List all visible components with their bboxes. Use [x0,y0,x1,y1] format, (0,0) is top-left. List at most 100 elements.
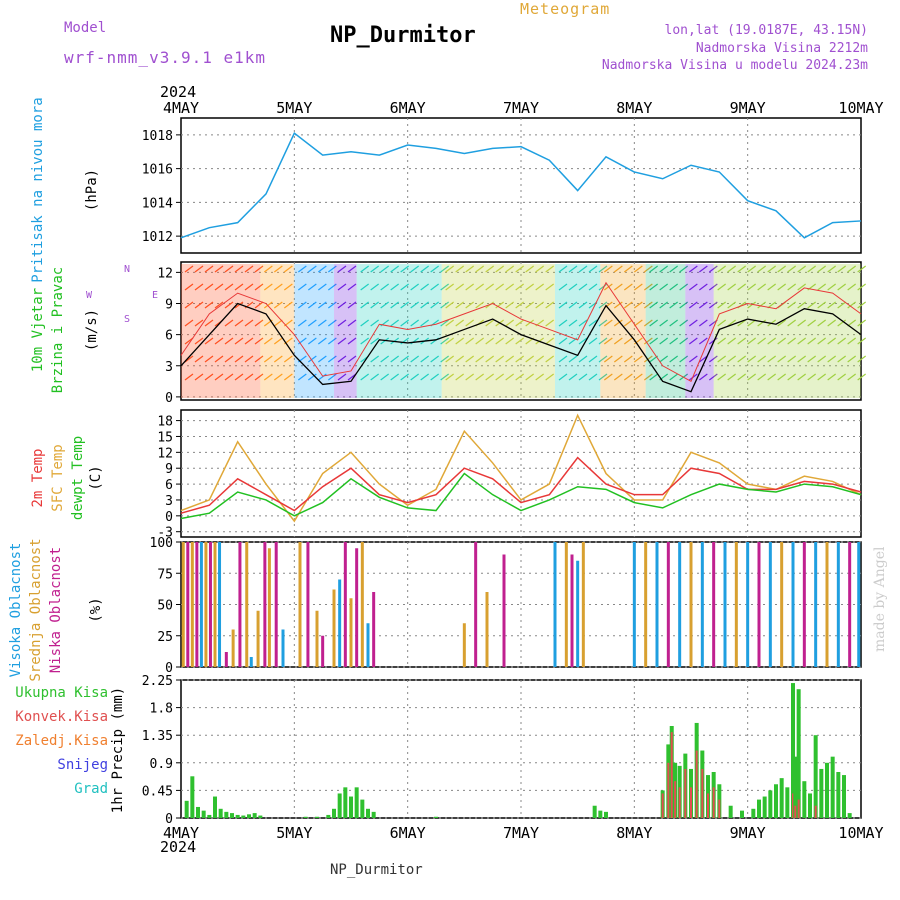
wind-barb [307,355,317,363]
wind-barb [263,373,273,381]
wind-barb [347,337,357,345]
y-tick-label: 18 [157,415,173,430]
wind-barb [283,355,293,363]
wind-barb [525,355,535,363]
wind-barb [817,283,827,291]
wind-barb [717,301,727,309]
wind-barb [688,337,698,345]
wind-barb [475,337,485,345]
cloud-bar [281,629,285,667]
wind-barb [297,319,307,327]
wind-barb [857,301,867,309]
wind-barb [669,355,679,363]
wind-barb [380,373,390,381]
wind-barb [283,301,293,309]
wind-barb [727,319,737,327]
wind-barb [194,355,204,363]
wind-barb [440,283,450,291]
wind-barb [787,373,797,381]
precip-conv-bar [797,799,800,818]
wind-barb [603,319,613,327]
precip-conv-bar [794,805,797,818]
wind-barb [857,337,867,345]
wind-barb [327,373,337,381]
precip-legend-item: Snijeg [57,757,108,773]
wind-barb [558,301,568,309]
wind-barb [777,319,787,327]
wind-barb-band [356,264,442,398]
wind-barb [717,337,727,345]
wind-barb [495,265,505,273]
precip-total-bar [303,816,308,818]
wind-speed-line [180,302,862,393]
wind-barb [857,319,867,327]
cloud-bar [666,542,670,667]
precip-total-bar [847,813,852,818]
precip-total-bar [842,775,846,818]
wind-barb [390,319,400,327]
wind-barb [807,373,817,381]
wind-barb [515,373,525,381]
wind-barb [598,373,608,381]
wind-barb [727,301,737,309]
wind-barb [679,355,689,363]
wind-barb [737,337,747,345]
wind-barb [317,319,327,327]
wind-barb [643,319,653,327]
wind-barb [263,355,273,363]
precip-total-bar [366,808,370,818]
precip-conv-bar [684,768,687,818]
wind-barb [558,373,568,381]
wind-barb [515,355,525,363]
wind-barb [817,337,827,345]
wind-barb [273,319,283,327]
wind-barb [214,373,224,381]
y-tick-label: 100 [150,536,173,551]
wind-barb [578,355,588,363]
wind-barb [390,355,400,363]
product-label: Meteogram [520,0,611,18]
precip-total-bar [326,814,331,818]
precip-total-bar [785,787,790,818]
wind-barb [370,355,380,363]
wind-barb [847,337,857,345]
wind-barb [410,373,420,381]
wind-barb [827,283,837,291]
wind-barb [194,319,204,327]
wind-barb [847,373,857,381]
wind-barb [475,355,485,363]
wind-barb [495,301,505,309]
cloud-bar [181,542,185,667]
wind-barb [787,319,797,327]
wind-barb [623,337,633,345]
precip-total-bar [207,814,212,818]
wind-barb [797,373,807,381]
cloud-bar [263,542,267,667]
wind-barb [495,283,505,291]
cloud-bar [218,542,222,667]
wind-barb [817,319,827,327]
wind-barb [747,301,757,309]
wind-barb [837,283,847,291]
wind-barb [254,337,264,345]
wind-barb [568,301,578,309]
precip-total-bar [184,800,189,818]
wind-barb [797,337,807,345]
wind-barb-band [555,264,601,398]
cloud-bar [366,623,370,667]
page-title: NP_Durmitor [330,23,476,48]
wind-barb [708,355,718,363]
wind-barb [827,337,837,345]
wind-barb [204,265,214,273]
wind-barb [445,373,455,381]
wind-barb [327,265,337,273]
wind-barb [234,283,244,291]
wind-barb [515,337,525,345]
cloud-bar [343,542,347,667]
wind-barb [633,355,643,363]
wind-barb [327,355,337,363]
wind-barb [545,355,555,363]
y-tick-label: 50 [157,599,173,614]
wind-barb [613,319,623,327]
y-tick-label: 2.25 [142,674,173,689]
